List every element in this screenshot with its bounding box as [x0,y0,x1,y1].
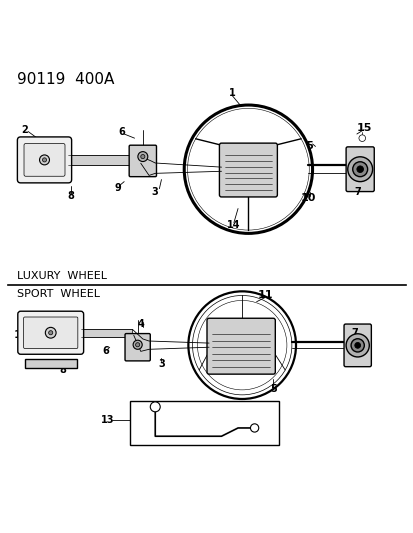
Circle shape [347,157,372,182]
FancyBboxPatch shape [68,155,138,165]
Circle shape [49,330,53,335]
Circle shape [140,155,145,159]
Circle shape [356,166,363,173]
Text: 11: 11 [256,290,272,301]
FancyBboxPatch shape [17,137,71,183]
Circle shape [133,340,142,349]
Circle shape [135,343,140,347]
Circle shape [352,161,367,176]
Text: 5: 5 [269,384,276,394]
Text: LUXURY  WHEEL: LUXURY WHEEL [17,271,106,281]
Circle shape [358,135,365,141]
FancyBboxPatch shape [130,401,279,446]
Text: 3: 3 [152,187,158,197]
FancyBboxPatch shape [81,329,132,337]
Circle shape [45,327,56,338]
Text: SPORT  WHEEL: SPORT WHEEL [17,289,99,299]
Text: 4: 4 [137,319,144,329]
FancyBboxPatch shape [18,311,83,354]
Text: 8: 8 [67,191,74,201]
Circle shape [354,343,360,348]
FancyBboxPatch shape [24,317,78,349]
Text: 2: 2 [21,125,28,135]
Text: 6: 6 [102,346,109,357]
FancyBboxPatch shape [129,145,156,176]
Text: 8: 8 [59,365,66,375]
Circle shape [138,151,147,161]
FancyBboxPatch shape [206,318,275,374]
Circle shape [40,155,50,165]
FancyBboxPatch shape [343,324,370,367]
Text: 15: 15 [356,123,371,133]
Text: 13: 13 [101,415,114,425]
Text: 14: 14 [227,220,240,230]
Circle shape [150,402,160,412]
Text: 5: 5 [306,141,312,151]
Text: 9: 9 [114,183,121,193]
Text: 7: 7 [351,328,358,338]
FancyBboxPatch shape [25,359,76,368]
Circle shape [43,158,46,162]
Circle shape [350,339,363,352]
Circle shape [250,424,258,432]
Text: 10: 10 [300,193,316,203]
Text: 1: 1 [228,87,235,98]
Text: 90119  400A: 90119 400A [17,72,114,87]
Text: 12: 12 [14,330,29,340]
Text: 3: 3 [158,359,164,369]
Circle shape [345,334,368,357]
FancyBboxPatch shape [125,334,150,361]
FancyBboxPatch shape [219,143,277,197]
Text: 7: 7 [354,187,361,197]
Text: 6: 6 [119,127,125,137]
Text: 4: 4 [133,146,140,156]
FancyBboxPatch shape [24,143,65,176]
FancyBboxPatch shape [345,147,373,191]
